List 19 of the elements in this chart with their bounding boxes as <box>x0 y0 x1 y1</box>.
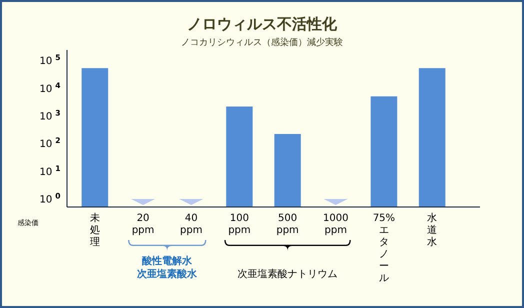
x-tick-label: 1000 ppm <box>323 213 348 236</box>
text: 次亜塩素酸ナトリウム <box>238 268 338 280</box>
y-tick-label: 10$^{1}$ <box>40 163 60 178</box>
y-tick-label: 10$^{3}$ <box>40 108 60 122</box>
y-tick-label: 10$^{0}$ <box>40 191 60 206</box>
x-tick-label: 水道水 <box>427 212 438 248</box>
x-tick-label: 500 ppm <box>276 213 299 236</box>
x-tick-label: 20 ppm <box>132 213 154 236</box>
text: 酸性電解水 <box>142 255 194 267</box>
y-tick-label: 10$^{2}$ <box>40 136 60 150</box>
chart-title: ノロウィルス不活性化 <box>187 15 338 33</box>
chart-subtitle: ノコカリシウィルス（感染価）減少実験 <box>181 37 343 48</box>
x-tick-label: 100 ppm <box>228 213 251 236</box>
x-tick-label: 40 ppm <box>180 213 202 236</box>
text: 次亜塩素酸水 <box>137 268 198 280</box>
y-tick-label: 10$^{5}$ <box>40 52 60 68</box>
x-tick-label: 75% エタノール <box>372 213 396 284</box>
y-tick-label: 10$^{4}$ <box>40 80 60 95</box>
x-tick-label: 未処理 <box>90 212 100 248</box>
